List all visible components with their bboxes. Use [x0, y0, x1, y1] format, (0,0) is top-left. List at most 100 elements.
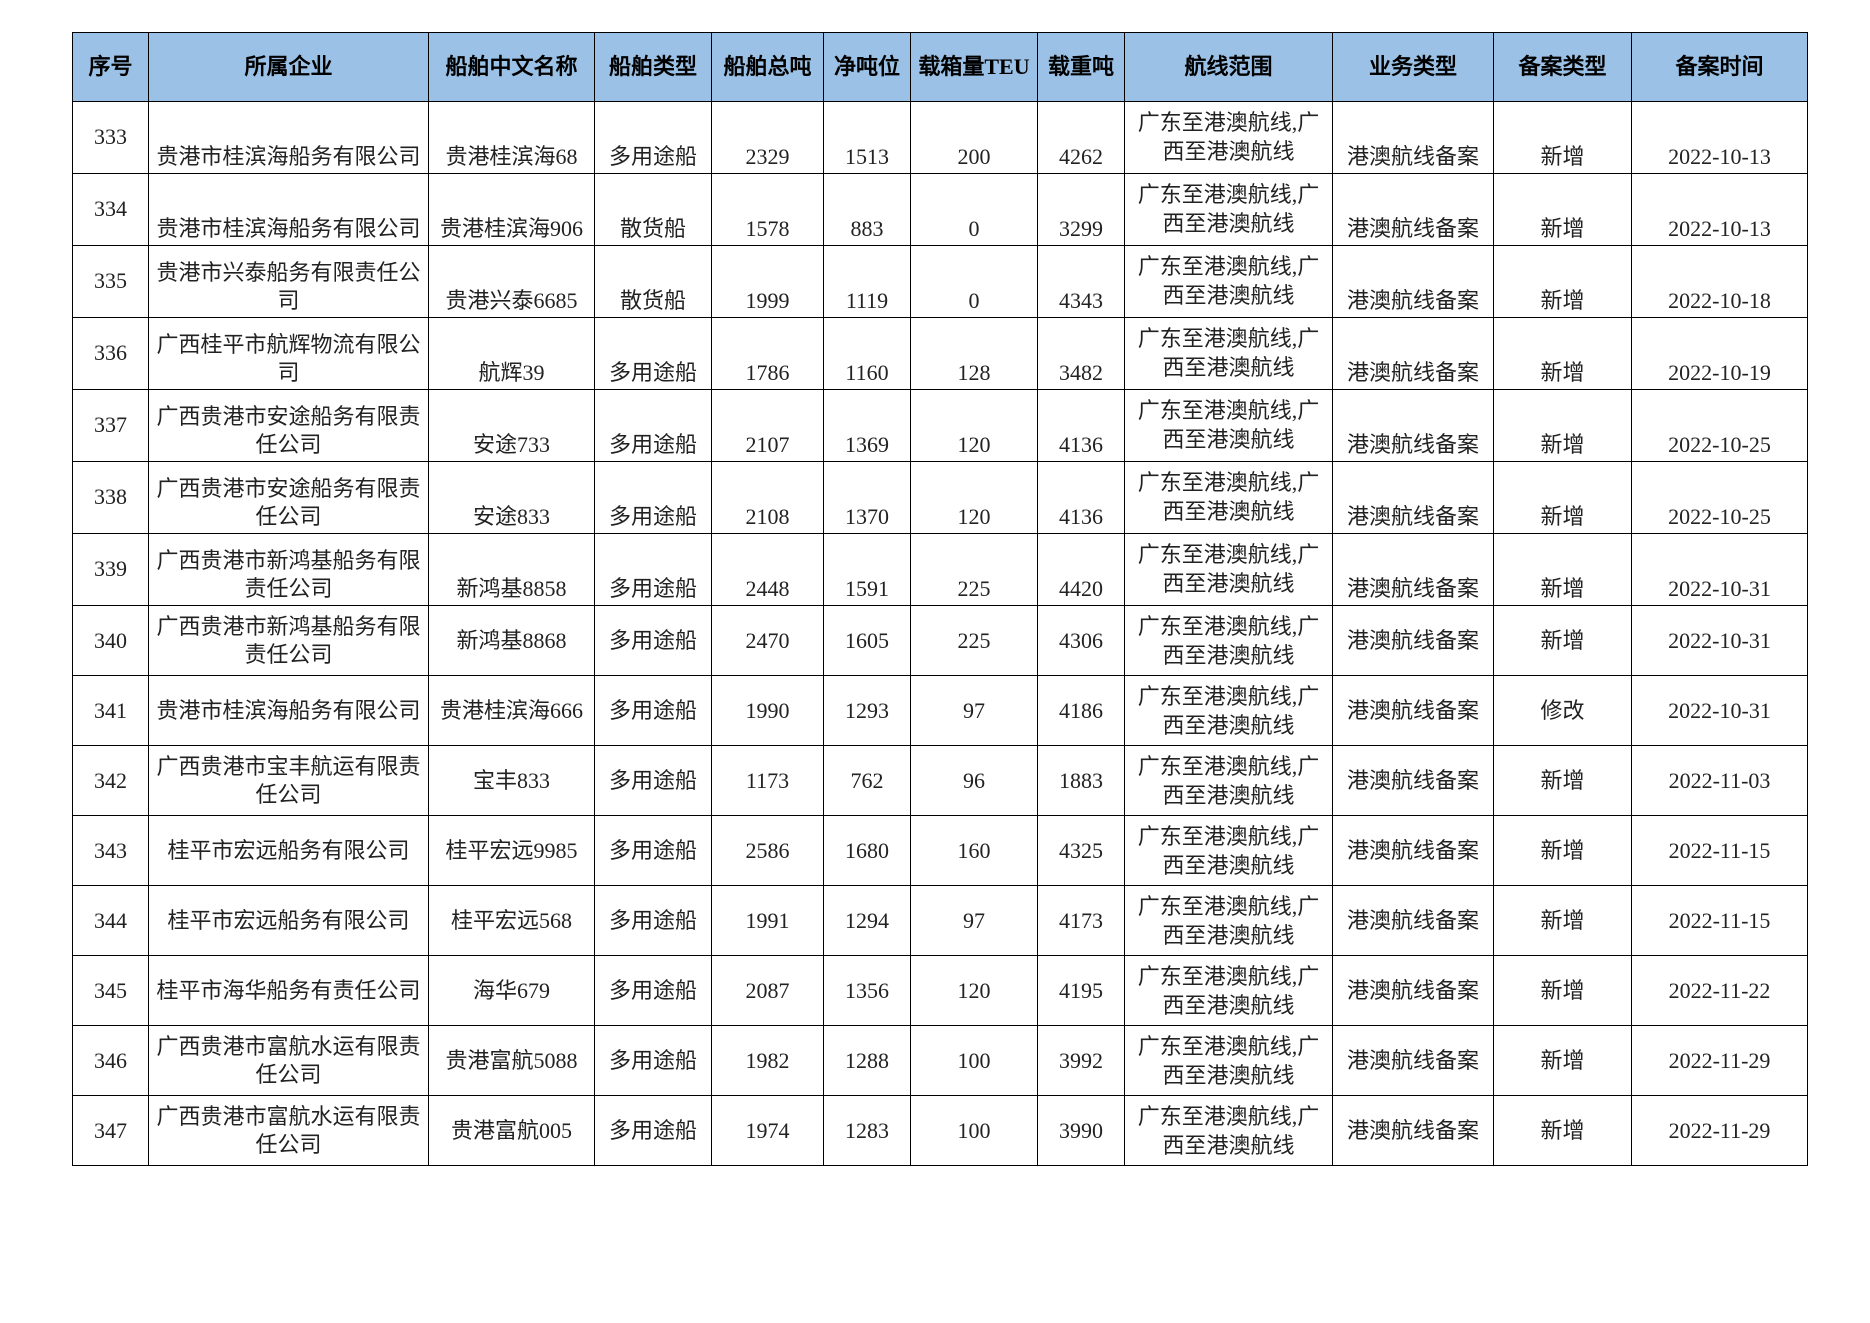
table-cell: 广西贵港市新鸿基船务有限责任公司: [148, 605, 429, 676]
table-cell: 333: [72, 101, 149, 174]
table-cell: 2329: [711, 101, 824, 174]
table-cell: 广西贵港市安途船务有限责任公司: [148, 461, 429, 534]
table-cell: 多用途船: [594, 1095, 712, 1166]
table-cell: 1578: [711, 173, 824, 246]
table-cell: 3992: [1037, 1025, 1125, 1096]
table-body: 333 贵港市桂滨海船务有限公司 贵港桂滨海68 多用途船 2329 1513 200 426…: [72, 101, 1808, 1166]
table-cell: 2022-11-22: [1631, 955, 1808, 1026]
table-cell: 1605: [823, 605, 911, 676]
table-cell: 修改: [1493, 675, 1632, 746]
table-row: 345 桂平市海华船务有责任公司 海华679 多用途船 2087 1356 120 4195 广…: [72, 955, 1808, 1026]
header-cell: 船舶总吨: [711, 32, 824, 102]
table-cell: 桂平宏远568: [428, 885, 595, 956]
table-cell: 广西贵港市富航水运有限责任公司: [148, 1025, 429, 1096]
table-cell: 新增: [1493, 101, 1632, 174]
table-cell: 散货船: [594, 173, 712, 246]
table-cell: 160: [910, 815, 1038, 886]
table-cell: 336: [72, 317, 149, 390]
table-cell: 341: [72, 675, 149, 746]
table-cell: 新增: [1493, 745, 1632, 816]
table-cell: 新鸿基8868: [428, 605, 595, 676]
table-cell: 新增: [1493, 605, 1632, 676]
table-cell: 0: [910, 173, 1038, 246]
table-cell: 1513: [823, 101, 911, 174]
table-cell: 2022-10-31: [1631, 675, 1808, 746]
table-cell: 多用途船: [594, 955, 712, 1026]
table-cell: 2470: [711, 605, 824, 676]
table-cell: 2022-11-15: [1631, 885, 1808, 956]
table-cell: 1999: [711, 245, 824, 318]
table-cell: 1160: [823, 317, 911, 390]
table-cell: 1119: [823, 245, 911, 318]
table-header: 序号 所属企业 船舶中文名称 船舶类型 船舶总吨 净吨位 载箱量TEU 载重吨 航线范围 业务类型…: [72, 32, 1808, 102]
table-cell: 海华679: [428, 955, 595, 1026]
table-cell: 1991: [711, 885, 824, 956]
table-row: 340 广西贵港市新鸿基船务有限责任公司 新鸿基8868 多用途船 2470 1605 22…: [72, 605, 1808, 676]
table-cell: 2022-10-31: [1631, 605, 1808, 676]
table-row: 343 桂平市宏远船务有限公司 桂平宏远9985 多用途船 2586 1680 160 432…: [72, 815, 1808, 886]
table-cell: 2448: [711, 533, 824, 606]
table-cell: 4343: [1037, 245, 1125, 318]
table-row: 337 广西贵港市安途船务有限责任公司 安途733 多用途船 2107 1369 120 41…: [72, 389, 1808, 462]
table-cell: 航辉39: [428, 317, 595, 390]
table-cell: 港澳航线备案: [1332, 461, 1494, 534]
table-cell: 广东至港澳航线,广西至港澳航线: [1124, 101, 1333, 174]
filing-table: 序号 所属企业 船舶中文名称 船舶类型 船舶总吨 净吨位 载箱量TEU 载重吨 航线范围 业务类型…: [72, 32, 1808, 1166]
table-row: 333 贵港市桂滨海船务有限公司 贵港桂滨海68 多用途船 2329 1513 200 426…: [72, 101, 1808, 174]
table-cell: 港澳航线备案: [1332, 101, 1494, 174]
header-cell: 备案时间: [1631, 32, 1808, 102]
table-cell: 4195: [1037, 955, 1125, 1026]
table-cell: 2107: [711, 389, 824, 462]
table-cell: 广东至港澳航线,广西至港澳航线: [1124, 1025, 1333, 1096]
table-cell: 335: [72, 245, 149, 318]
table-cell: 1974: [711, 1095, 824, 1166]
table-cell: 贵港富航005: [428, 1095, 595, 1166]
table-cell: 120: [910, 955, 1038, 1026]
header-cell: 序号: [72, 32, 149, 102]
table-cell: 225: [910, 605, 1038, 676]
header-cell: 净吨位: [823, 32, 911, 102]
table-cell: 340: [72, 605, 149, 676]
table-cell: 广东至港澳航线,广西至港澳航线: [1124, 317, 1333, 390]
table-cell: 1173: [711, 745, 824, 816]
table-row: 342 广西贵港市宝丰航运有限责任公司 宝丰833 多用途船 1173 762 96 1883…: [72, 745, 1808, 816]
table-cell: 883: [823, 173, 911, 246]
table-cell: 多用途船: [594, 605, 712, 676]
table-cell: 4306: [1037, 605, 1125, 676]
table-cell: 广东至港澳航线,广西至港澳航线: [1124, 389, 1333, 462]
table-cell: 桂平市海华船务有责任公司: [148, 955, 429, 1026]
table-cell: 贵港桂滨海68: [428, 101, 595, 174]
table-row: 336 广西桂平市航辉物流有限公司 航辉39 多用途船 1786 1160 128 3482 广…: [72, 317, 1808, 390]
header-cell: 载箱量TEU: [910, 32, 1038, 102]
table-cell: 散货船: [594, 245, 712, 318]
table-cell: 347: [72, 1095, 149, 1166]
table-cell: 2022-10-13: [1631, 173, 1808, 246]
table-cell: 新增: [1493, 533, 1632, 606]
table-cell: 多用途船: [594, 885, 712, 956]
table-cell: 345: [72, 955, 149, 1026]
header-cell: 所属企业: [148, 32, 429, 102]
table-cell: 港澳航线备案: [1332, 317, 1494, 390]
table-cell: 港澳航线备案: [1332, 533, 1494, 606]
table-cell: 贵港市桂滨海船务有限公司: [148, 101, 429, 174]
table-cell: 2022-10-25: [1631, 461, 1808, 534]
table-cell: 1356: [823, 955, 911, 1026]
table-cell: 4420: [1037, 533, 1125, 606]
table-cell: 广西桂平市航辉物流有限公司: [148, 317, 429, 390]
table-row: 339 广西贵港市新鸿基船务有限责任公司 新鸿基8858 多用途船 2448 1591 22…: [72, 533, 1808, 606]
table-cell: 100: [910, 1095, 1038, 1166]
table-cell: 1680: [823, 815, 911, 886]
table-cell: 新增: [1493, 1095, 1632, 1166]
header-row: 序号 所属企业 船舶中文名称 船舶类型 船舶总吨 净吨位 载箱量TEU 载重吨 航线范围 业务类型…: [72, 32, 1808, 102]
table-cell: 贵港桂滨海666: [428, 675, 595, 746]
table-cell: 港澳航线备案: [1332, 955, 1494, 1026]
table-cell: 港澳航线备案: [1332, 745, 1494, 816]
table-cell: 1369: [823, 389, 911, 462]
table-cell: 贵港富航5088: [428, 1025, 595, 1096]
table-cell: 100: [910, 1025, 1038, 1096]
table-cell: 337: [72, 389, 149, 462]
table-cell: 1283: [823, 1095, 911, 1166]
table-cell: 97: [910, 675, 1038, 746]
table-cell: 多用途船: [594, 317, 712, 390]
